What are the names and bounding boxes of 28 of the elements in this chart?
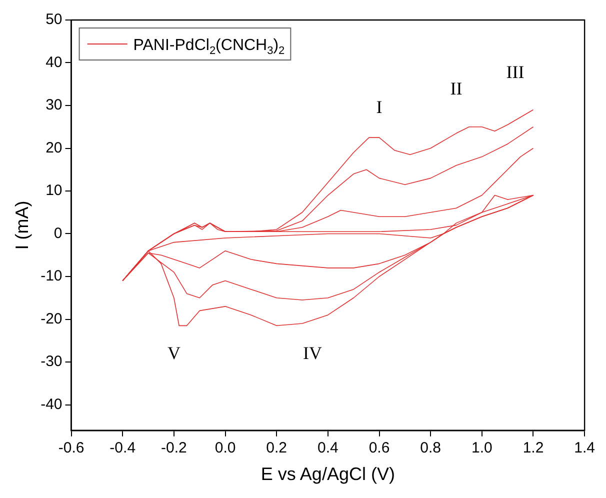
y-tick-label: 10 <box>46 182 62 200</box>
y-tick-label: -40 <box>40 396 62 413</box>
x-axis-title: E vs Ag/AgCl (V) <box>260 464 395 484</box>
annotation: I <box>376 96 382 117</box>
y-tick-label: -30 <box>40 353 62 370</box>
x-tick-label: 0.8 <box>420 440 442 457</box>
y-tick-label: -10 <box>40 268 62 285</box>
annotation: III <box>506 62 524 82</box>
y-tick-label: 50 <box>46 11 62 28</box>
x-tick-label: 1.0 <box>471 440 492 457</box>
x-tick-label: 1.2 <box>522 440 544 457</box>
x-tick-label: 0.4 <box>317 440 338 457</box>
x-tick-label: -0.6 <box>58 440 84 457</box>
x-tick-label: -0.2 <box>161 440 187 457</box>
x-tick-label: 0.0 <box>214 440 236 457</box>
annotation: IV <box>303 343 322 364</box>
annotation: II <box>450 78 462 98</box>
x-tick-label: 1.4 <box>574 440 596 457</box>
x-tick-label: 0.2 <box>266 440 288 457</box>
y-axis-title: I (mA) <box>12 200 32 250</box>
x-tick-label: 0.6 <box>368 440 390 457</box>
y-tick-label: 40 <box>46 54 62 71</box>
x-tick-label: -0.4 <box>110 440 136 457</box>
y-tick-label: 0 <box>54 224 62 242</box>
y-tick-label: 30 <box>46 96 62 114</box>
annotation: V <box>167 343 180 364</box>
y-tick-label: 20 <box>46 139 62 156</box>
y-tick-label: -20 <box>40 310 62 328</box>
